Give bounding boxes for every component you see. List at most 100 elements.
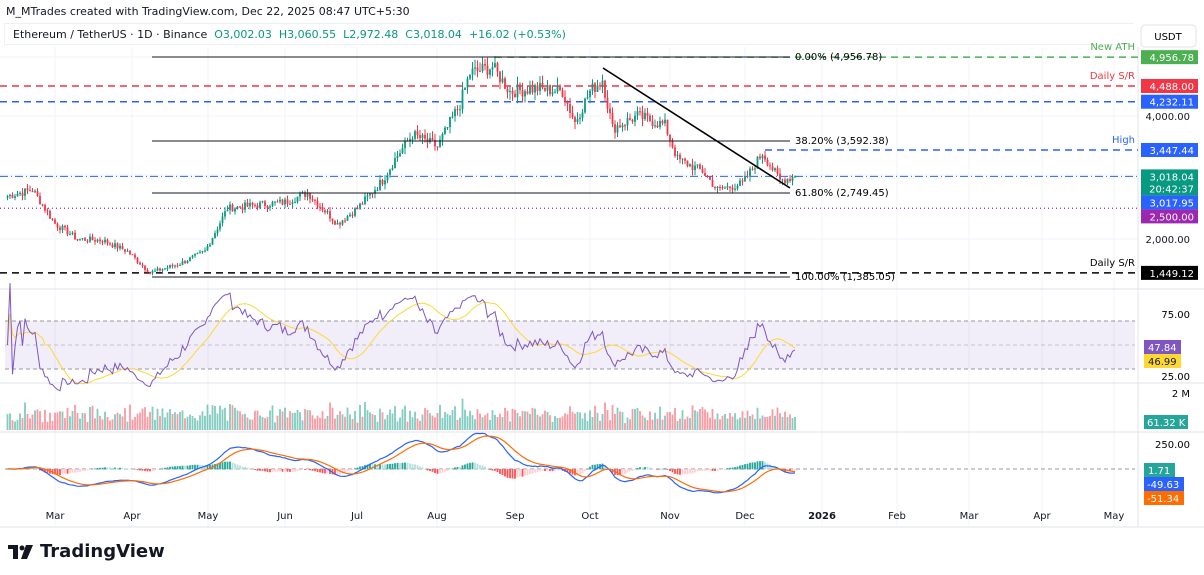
macd-histogram-bar (196, 464, 199, 470)
candle (186, 261, 189, 263)
candle (711, 179, 714, 188)
macd-histogram-bar (179, 466, 181, 470)
volume-bar (404, 405, 406, 430)
candle (774, 168, 776, 171)
volume-bar (221, 409, 224, 430)
volume-bar (236, 410, 239, 430)
volume-bar (501, 417, 504, 430)
currency-button[interactable] (1140, 24, 1197, 48)
macd-histogram-bar (469, 462, 471, 470)
macd-histogram-bar (226, 461, 229, 470)
candle (619, 125, 621, 128)
candle (36, 191, 39, 197)
macd-histogram-bar (249, 468, 251, 470)
candle (464, 87, 466, 90)
candle (471, 68, 474, 75)
candle (311, 199, 314, 201)
volume-bar (601, 413, 604, 430)
macd-histogram-bar (121, 468, 124, 470)
candle (601, 80, 604, 86)
candle (181, 261, 184, 265)
macd-histogram-bar (291, 469, 294, 472)
candle (606, 97, 609, 109)
macd-histogram-bar (789, 469, 791, 472)
volume-bar (14, 421, 16, 430)
volume-bar (376, 421, 379, 430)
macd-histogram-bar (299, 469, 301, 471)
volume-bar (764, 417, 766, 430)
volume-bar (189, 414, 191, 430)
candle (751, 168, 754, 170)
candle (414, 131, 416, 139)
macd-histogram-bar (244, 466, 246, 470)
volume-bar (259, 415, 261, 430)
candle (121, 245, 124, 250)
volume-bar (381, 412, 384, 430)
volume-bar (594, 405, 596, 430)
macd-histogram-bar (376, 464, 379, 470)
candle (404, 140, 406, 149)
candle (349, 214, 351, 217)
time-tick: Sep (506, 511, 525, 522)
macd-histogram-bar (294, 469, 296, 472)
candle (614, 124, 616, 133)
candle (319, 206, 321, 208)
macd-histogram-bar (224, 461, 226, 470)
candle (374, 190, 376, 194)
candle (106, 239, 109, 244)
volume-bar (471, 415, 474, 430)
macd-histogram-bar (234, 463, 236, 470)
macd-histogram-bar (536, 469, 539, 473)
candle (586, 97, 589, 99)
volume-bar (641, 415, 644, 430)
volume-bar (456, 420, 459, 430)
macd-histogram-bar (186, 465, 189, 470)
candle (371, 193, 374, 195)
candle (434, 140, 436, 147)
candle (269, 206, 271, 208)
macd-histogram-bar (731, 467, 734, 470)
volume-bar (384, 419, 386, 430)
volume-bar (674, 408, 676, 430)
macd-histogram-bar (661, 468, 664, 470)
candle (289, 203, 291, 205)
macd-histogram-bar (631, 469, 634, 471)
candle (94, 240, 96, 242)
downtrend-line[interactable] (602, 67, 791, 189)
candle (261, 201, 264, 203)
candle (524, 91, 526, 97)
volume-bar (206, 404, 209, 430)
tradingview-logo[interactable]: TradingView (8, 541, 165, 562)
macd-histogram-bar (739, 465, 741, 470)
macd-histogram-bar (729, 467, 731, 470)
volume-bar (94, 418, 96, 430)
volume-bar (699, 409, 701, 430)
volume-bar (631, 408, 634, 430)
candle (64, 225, 66, 228)
macd-histogram-bar (414, 464, 416, 470)
macd-histogram-bar (276, 469, 279, 472)
volume-bar (371, 414, 374, 430)
candle (461, 89, 464, 110)
macd-histogram-bar (626, 469, 629, 473)
volume-bar (214, 405, 216, 430)
volume-bar (264, 418, 266, 430)
symbol-name[interactable]: Ethereum / TetherUS · 1D · Binance (13, 28, 208, 41)
candle (494, 63, 496, 68)
candle (104, 239, 106, 243)
candle (496, 63, 499, 72)
macd-histogram-bar (576, 469, 579, 476)
candle (554, 91, 556, 93)
macd-histogram-bar (669, 469, 671, 472)
volume-bar (126, 421, 129, 430)
macd-histogram-bar (436, 469, 439, 474)
volume-bar (701, 407, 704, 430)
macd-histogram-bar (281, 469, 284, 472)
volume-bar (646, 420, 649, 430)
volume-bar (374, 415, 376, 430)
macd-histogram-bar (184, 465, 186, 470)
macd-histogram-bar (689, 469, 691, 474)
candle (59, 227, 61, 231)
candle (784, 179, 786, 184)
